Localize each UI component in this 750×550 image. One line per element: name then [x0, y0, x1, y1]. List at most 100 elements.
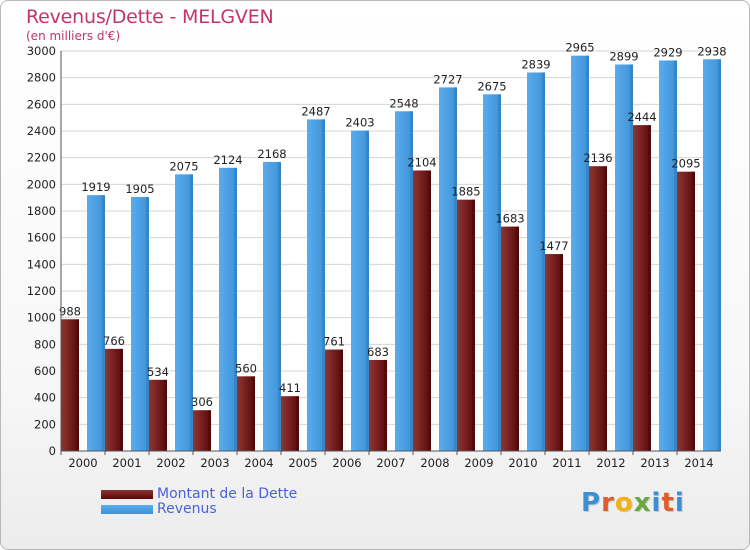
- bar-shade: [76, 319, 79, 451]
- bar-revenus: [483, 94, 501, 451]
- data-label-dette: 761: [323, 335, 345, 349]
- bar-shade: [278, 161, 281, 451]
- bar-shade: [296, 396, 299, 451]
- bar-dette: [677, 171, 695, 451]
- data-label-revenus: 2929: [653, 45, 682, 59]
- data-label-dette: 411: [279, 381, 301, 395]
- y-tick-label: 800: [34, 337, 56, 351]
- bar-dette: [193, 410, 211, 451]
- data-label-revenus: 2965: [565, 41, 594, 55]
- legend-label-revenus: Revenus: [157, 501, 217, 517]
- bar-shade: [322, 119, 325, 452]
- data-label-dette: 534: [147, 365, 169, 379]
- bar-shade: [586, 55, 589, 452]
- bar-revenus: [615, 64, 633, 451]
- bar-dette: [589, 166, 607, 451]
- grid-layer: [61, 50, 721, 452]
- y-tick-label: 600: [34, 364, 56, 378]
- bar-shade: [718, 59, 721, 452]
- bar-shade: [146, 197, 149, 451]
- bar-revenus: [351, 130, 369, 451]
- data-label-revenus: 2487: [301, 104, 330, 118]
- y-tick-label: 2600: [27, 97, 56, 111]
- bar-revenus: [263, 161, 281, 451]
- legend-item-revenus: Revenus: [101, 502, 297, 517]
- bar-revenus: [527, 72, 545, 451]
- data-label-dette: 1477: [539, 239, 568, 253]
- data-label-dette: 560: [235, 361, 257, 375]
- logo-letter: x: [633, 488, 652, 518]
- chart-title: Revenus/Dette - MELGVEN: [26, 6, 274, 28]
- logo-letter: P: [581, 488, 602, 518]
- x-tick-label: 2002: [156, 456, 185, 470]
- logo-letter: r: [601, 488, 615, 518]
- data-label-dette: 766: [103, 334, 125, 348]
- bar-shade: [102, 195, 105, 451]
- x-tick-label: 2000: [68, 456, 97, 470]
- bar-shade: [516, 226, 519, 451]
- bar-shade: [340, 349, 343, 451]
- x-tick-label: 2005: [288, 456, 317, 470]
- data-label-revenus: 2075: [169, 159, 198, 173]
- bar-shade: [366, 130, 369, 451]
- bar-shade: [542, 72, 545, 451]
- y-tick-label: 1600: [27, 231, 56, 245]
- bar-shade: [428, 170, 431, 451]
- bar-shade: [252, 376, 255, 451]
- bar-dette: [61, 319, 79, 451]
- y-tick-label: 2400: [27, 124, 56, 138]
- y-tick-label: 1800: [27, 204, 56, 218]
- bar-shade: [692, 171, 695, 451]
- x-tick-label: 2010: [508, 456, 537, 470]
- bar-dette: [369, 359, 387, 451]
- bar-dette: [237, 376, 255, 451]
- y-tick-label: 200: [34, 417, 56, 431]
- bar-shade: [648, 125, 651, 451]
- x-tick-label: 2007: [376, 456, 405, 470]
- bar-dette: [149, 379, 167, 451]
- legend-swatch-dette: [101, 490, 153, 499]
- x-tick-label: 2014: [684, 456, 713, 470]
- data-label-dette: 683: [367, 345, 389, 359]
- x-tick-label: 2001: [112, 456, 141, 470]
- bar-shade: [454, 87, 457, 452]
- bar-revenus: [219, 167, 237, 452]
- y-tick-label: 2200: [27, 151, 56, 165]
- data-label-revenus: 2839: [521, 57, 550, 71]
- bar-dette: [325, 349, 343, 451]
- legend: Montant de la Dette Revenus: [101, 487, 297, 517]
- x-tick-label: 2006: [332, 456, 361, 470]
- y-tick-label: 3000: [27, 44, 56, 58]
- bar-dette: [281, 396, 299, 451]
- axis-layer: 0 200 400 600 800 1000 1200 1400 1600 1800 2000 220…: [27, 44, 721, 470]
- data-label-dette: 2444: [627, 110, 656, 124]
- bar-revenus: [395, 111, 413, 452]
- y-tick-label: 0: [49, 444, 56, 458]
- bar-revenus: [131, 197, 149, 451]
- proxiti-logo: Proxiti: [581, 488, 685, 518]
- bar-revenus: [87, 195, 105, 451]
- logo-letter: i: [674, 488, 685, 518]
- bar-dette: [545, 254, 563, 451]
- bar-shade: [604, 166, 607, 451]
- legend-swatch-revenus: [101, 505, 153, 514]
- data-label-dette: 2136: [583, 151, 612, 165]
- x-tick-label: 2009: [464, 456, 493, 470]
- logo-letter: i: [651, 488, 662, 518]
- data-label-revenus: 1919: [81, 180, 110, 194]
- bar-revenus: [703, 59, 721, 452]
- data-label-dette: 306: [191, 395, 213, 409]
- bar-shade: [410, 111, 413, 452]
- bar-layer: [61, 55, 721, 452]
- data-label-dette: 2104: [407, 155, 436, 169]
- bar-shade: [498, 94, 501, 451]
- bar-revenus: [571, 55, 589, 452]
- bar-dette: [413, 170, 431, 451]
- bar-shade: [208, 410, 211, 451]
- bar-shade: [384, 359, 387, 451]
- bar-shade: [472, 199, 475, 451]
- bar-shade: [120, 348, 123, 451]
- bar-dette: [105, 348, 123, 451]
- y-tick-label: 1200: [27, 284, 56, 298]
